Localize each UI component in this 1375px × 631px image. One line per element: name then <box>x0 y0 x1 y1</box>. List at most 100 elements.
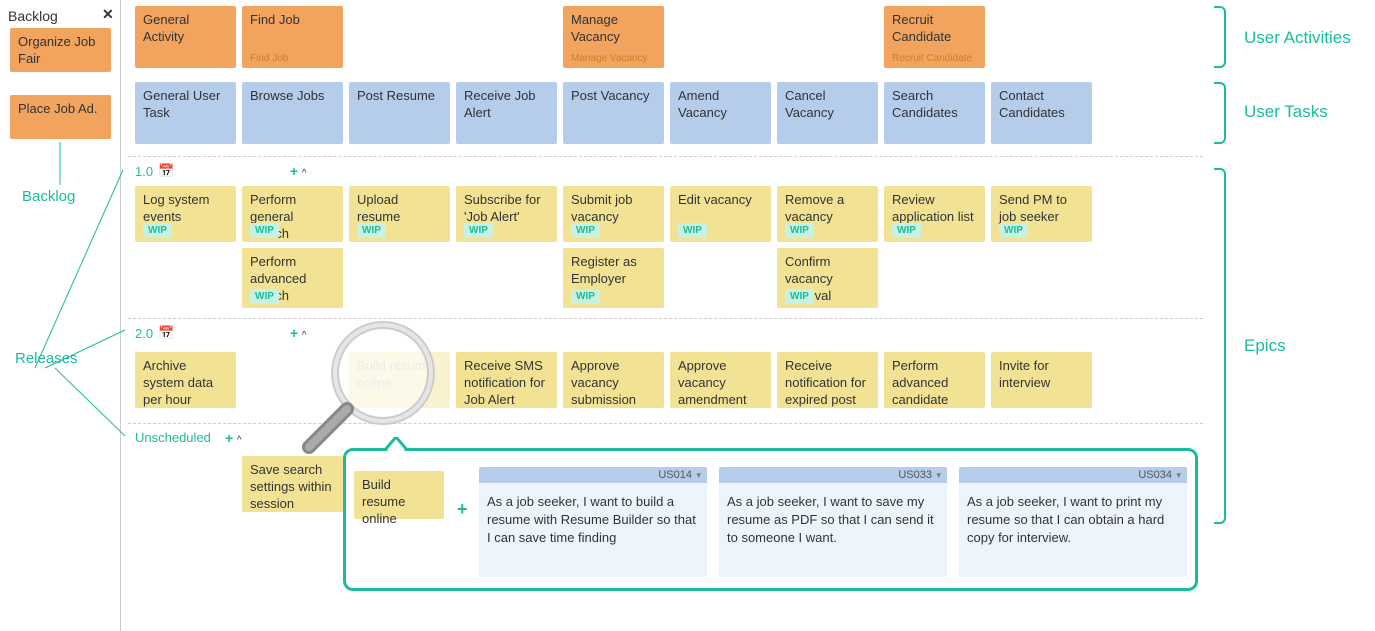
story-id[interactable]: US014 ▾ <box>479 467 707 483</box>
epic-card[interactable]: Send PM to job seekerWIP <box>991 186 1092 242</box>
wip-badge: WIP <box>999 223 1028 238</box>
release-label[interactable]: Unscheduled <box>135 430 211 445</box>
task-label: Receive Job Alert <box>464 88 536 120</box>
epic-card[interactable]: Perform advanced searchWIP <box>242 248 343 308</box>
chevron-down-icon[interactable]: ▾ <box>1174 470 1181 480</box>
popup-pointer <box>384 437 408 451</box>
popup-epic-label: Build resume online <box>362 477 405 526</box>
task-card[interactable]: Post Resume <box>349 82 450 144</box>
add-story-icon[interactable]: + ^ <box>290 325 307 341</box>
user-story-card[interactable]: US014 ▾As a job seeker, I want to build … <box>479 467 707 577</box>
activity-card[interactable]: General Activity <box>135 6 236 68</box>
epic-card[interactable]: Save search settings within session <box>242 456 343 512</box>
epic-label: Upload resume <box>357 192 400 224</box>
chevron-down-icon[interactable]: ▾ <box>694 470 701 480</box>
task-card[interactable]: Search Candidates <box>884 82 985 144</box>
epic-card[interactable]: Confirm vacancy removalWIP <box>777 248 878 308</box>
wip-badge: WIP <box>250 223 279 238</box>
backlog-item-label: Place Job Ad. <box>18 101 98 116</box>
epic-label: Subscribe for 'Job Alert' <box>464 192 541 224</box>
story-popup: Build resume online + US014 ▾As a job se… <box>343 448 1198 591</box>
epic-card[interactable]: Log system eventsWIP <box>135 186 236 242</box>
epic-card[interactable]: Review application listWIP <box>884 186 985 242</box>
epic-label: Register as Employer <box>571 254 637 286</box>
activity-card[interactable]: Find Job Find Job <box>242 6 343 68</box>
wip-badge: WIP <box>464 223 493 238</box>
right-bracket-tasks <box>1214 82 1226 144</box>
task-card[interactable]: Post Vacancy <box>563 82 664 144</box>
activity-card[interactable]: Manage Vacancy Manage Vacancy <box>563 6 664 68</box>
calendar-icon: 📅 <box>158 325 174 341</box>
epic-card[interactable]: Submit job vacancyWIP <box>563 186 664 242</box>
close-icon[interactable]: ✕ <box>102 6 114 23</box>
right-label-activities: User Activities <box>1244 28 1351 48</box>
task-card[interactable]: Amend Vacancy <box>670 82 771 144</box>
epic-card[interactable]: Perform advanced candidate <box>884 352 985 408</box>
activity-sublabel: Manage Vacancy <box>571 52 648 65</box>
epic-card[interactable]: Upload resumeWIP <box>349 186 450 242</box>
epic-card[interactable]: Subscribe for 'Job Alert'WIP <box>456 186 557 242</box>
epic-card[interactable]: Archive system data per hour <box>135 352 236 408</box>
task-label: Amend Vacancy <box>678 88 727 120</box>
epic-label: Save search settings within session <box>250 462 332 511</box>
epic-card[interactable]: Build resume online <box>349 352 450 408</box>
activity-label: General Activity <box>143 12 189 44</box>
user-story-card[interactable]: US034 ▾As a job seeker, I want to print … <box>959 467 1187 577</box>
calendar-icon: 📅 <box>158 163 174 179</box>
activity-card[interactable]: Recruit CandidateRecruit Candidate <box>884 6 985 68</box>
activity-sublabel: Find Job <box>250 52 288 65</box>
add-story-icon[interactable]: + <box>457 499 468 520</box>
add-story-icon[interactable]: + ^ <box>225 430 242 446</box>
epic-label: Build resume online <box>357 358 433 390</box>
epic-label: Perform advanced candidate <box>892 358 948 407</box>
wip-badge: WIP <box>143 223 172 238</box>
chevron-up-icon[interactable]: ^ <box>302 330 307 341</box>
release-name: Unscheduled <box>135 430 211 445</box>
task-label: General User Task <box>143 88 220 120</box>
chevron-up-icon[interactable]: ^ <box>237 435 242 446</box>
backlog-item[interactable]: Organize Job Fair <box>10 28 111 72</box>
task-label: Post Vacancy <box>571 88 650 103</box>
release-name: 2.0 <box>135 326 153 341</box>
epic-card[interactable]: Receive notification for expired post <box>777 352 878 408</box>
epic-card[interactable]: Invite for interview <box>991 352 1092 408</box>
epic-card[interactable]: Receive SMS notification for Job Alert <box>456 352 557 408</box>
task-card[interactable]: Cancel Vacancy <box>777 82 878 144</box>
epic-label: Submit job vacancy <box>571 192 632 224</box>
release-label[interactable]: 1.0 📅 <box>135 163 174 179</box>
popup-epic-card[interactable]: Build resume online <box>354 471 444 519</box>
story-id[interactable]: US033 ▾ <box>719 467 947 483</box>
task-label: Contact Candidates <box>999 88 1065 120</box>
task-label: Cancel Vacancy <box>785 88 834 120</box>
backlog-title: Backlog <box>8 8 58 24</box>
epic-label: Receive SMS notification for Job Alert <box>464 358 545 407</box>
release-divider <box>128 318 1203 319</box>
release-label[interactable]: 2.0 📅 <box>135 325 174 341</box>
backlog-item[interactable]: Place Job Ad. <box>10 95 111 139</box>
user-story-card[interactable]: US033 ▾As a job seeker, I want to save m… <box>719 467 947 577</box>
activity-label: Manage Vacancy <box>571 12 620 44</box>
task-card[interactable]: Contact Candidates <box>991 82 1092 144</box>
epic-card[interactable]: Perform general searchWIP <box>242 186 343 242</box>
story-id[interactable]: US034 ▾ <box>959 467 1187 483</box>
wip-badge: WIP <box>571 223 600 238</box>
story-text: As a job seeker, I want to build a resum… <box>479 483 707 558</box>
task-card[interactable]: Browse Jobs <box>242 82 343 144</box>
chevron-down-icon[interactable]: ▾ <box>934 470 941 480</box>
epic-card[interactable]: Edit vacancyWIP <box>670 186 771 242</box>
epic-card[interactable]: Approve vacancy amendment <box>670 352 771 408</box>
task-card[interactable]: General User Task <box>135 82 236 144</box>
epic-card[interactable]: Register as EmployerWIP <box>563 248 664 308</box>
left-label-releases: Releases <box>15 350 78 367</box>
epic-card[interactable]: Remove a vacancyWIP <box>777 186 878 242</box>
activity-label: Find Job <box>250 12 300 27</box>
epic-card[interactable]: Approve vacancy submission <box>563 352 664 408</box>
epic-label: Remove a vacancy <box>785 192 844 224</box>
epic-label: Receive notification for expired post <box>785 358 866 407</box>
epic-label: Invite for interview <box>999 358 1050 390</box>
task-card[interactable]: Receive Job Alert <box>456 82 557 144</box>
activity-sublabel: Recruit Candidate <box>892 52 972 65</box>
chevron-up-icon[interactable]: ^ <box>302 168 307 179</box>
task-label: Post Resume <box>357 88 435 103</box>
add-story-icon[interactable]: + ^ <box>290 163 307 179</box>
